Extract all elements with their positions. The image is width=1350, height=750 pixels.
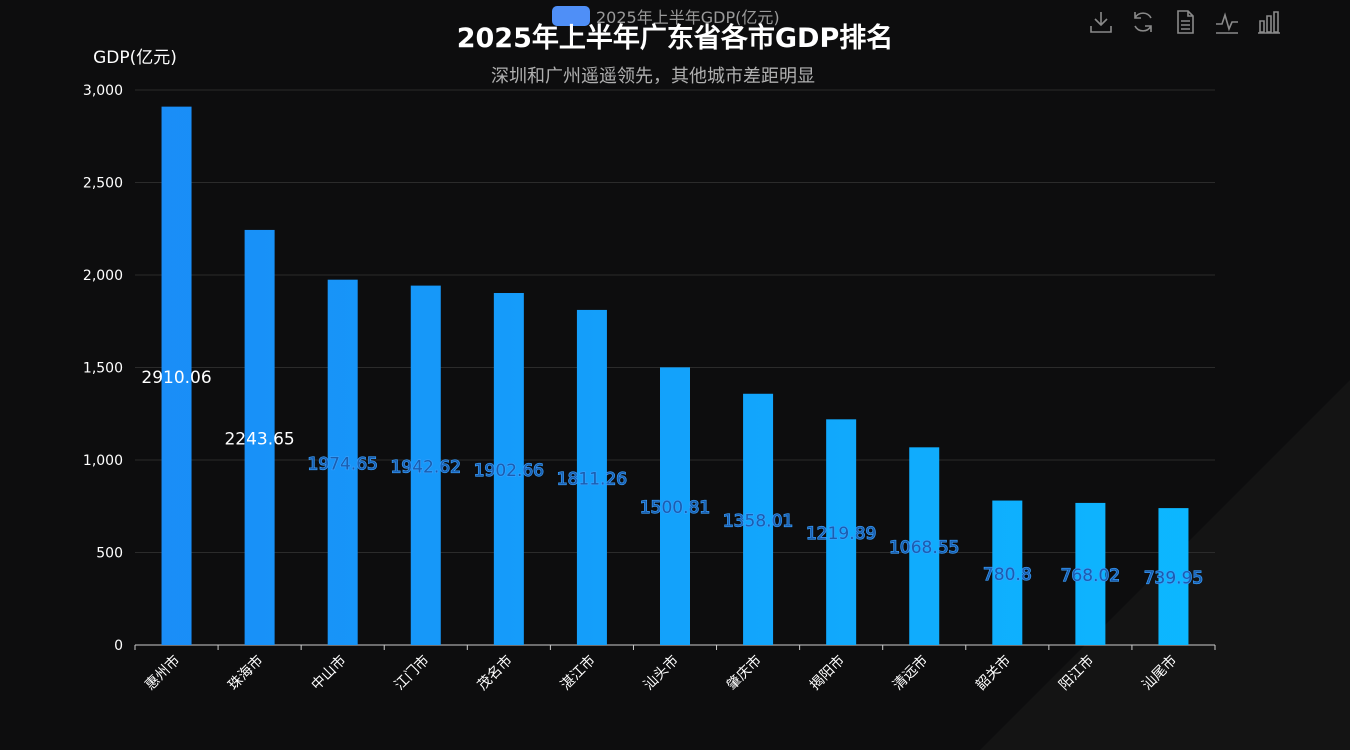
y-tick-label: 1,000: [83, 453, 123, 469]
x-tick-label: 中山市: [308, 652, 350, 694]
bar: [327, 279, 358, 645]
y-tick-label: 3,000: [83, 83, 123, 99]
chart-subtitle: 深圳和广州遥遥领先，其他城市差距明显: [491, 66, 815, 87]
data-label: 2910.06: [141, 368, 211, 388]
y-axis-label: GDP(亿元): [93, 48, 177, 68]
legend-label[interactable]: 2025年上半年GDP(亿元): [596, 8, 780, 27]
toolbox: [1088, 8, 1282, 36]
data-label: 2243.65: [224, 429, 294, 449]
bar: [826, 419, 857, 645]
bar-chart-button[interactable]: [1256, 8, 1282, 36]
line-chart-icon: [1216, 12, 1238, 34]
data-view-button[interactable]: [1172, 8, 1198, 36]
bar: [743, 393, 774, 645]
x-tick-label: 清远市: [889, 652, 931, 694]
bar: [660, 367, 690, 645]
bar-chart-icon: [1258, 11, 1280, 34]
data-label: 1902.66: [474, 461, 544, 481]
data-label: 1974.65: [308, 454, 378, 474]
refresh-button[interactable]: [1130, 8, 1156, 36]
bar: [410, 285, 441, 645]
chart-title: 2025年上半年广东省各市GDP排名: [456, 23, 894, 54]
x-tick-label: 韶关市: [972, 652, 1014, 694]
legend[interactable]: 2025年上半年GDP(亿元): [552, 6, 780, 27]
bar: [909, 447, 940, 645]
x-tick-label: 阳江市: [1055, 652, 1097, 694]
data-label: 780.8: [983, 565, 1032, 585]
data-label: 1942.62: [391, 457, 461, 477]
download-button[interactable]: [1088, 8, 1114, 36]
data-label: 1358.01: [723, 511, 793, 531]
bar: [244, 229, 275, 645]
x-tick-label: 江门市: [391, 652, 433, 694]
data-label: 1811.26: [557, 469, 627, 489]
bar: [992, 500, 1023, 645]
bar: [576, 309, 607, 645]
data-label: 1219.89: [806, 524, 876, 544]
legend-swatch[interactable]: [552, 6, 590, 26]
x-tick-label: 汕尾市: [1139, 652, 1181, 694]
x-tick-label: 惠州市: [142, 652, 184, 694]
bar: [1158, 508, 1189, 645]
download-icon: [1090, 12, 1112, 33]
y-tick-label: 2,000: [83, 268, 123, 284]
y-tick-label: 500: [96, 546, 123, 562]
bar: [493, 293, 524, 645]
y-tick-label: 0: [114, 638, 123, 654]
line-chart-button[interactable]: [1214, 8, 1240, 36]
x-tick-label: 汕头市: [640, 652, 682, 694]
bar: [161, 106, 192, 645]
refresh-icon: [1134, 12, 1152, 32]
data-label: 768.02: [1061, 566, 1120, 586]
y-tick-label: 1,500: [83, 361, 123, 377]
y-tick-label: 2,500: [83, 176, 123, 192]
bar: [1075, 502, 1106, 645]
data-view-icon: [1177, 10, 1194, 34]
x-tick-label: 茂名市: [474, 652, 516, 694]
x-tick-label: 湛江市: [557, 652, 599, 694]
x-tick-label: 揭阳市: [806, 652, 848, 694]
x-tick-label: 珠海市: [225, 652, 267, 694]
x-tick-label: 肇庆市: [723, 652, 765, 694]
data-label: 1500.81: [640, 498, 710, 518]
data-label: 1068.55: [889, 538, 959, 558]
data-label: 739.95: [1144, 569, 1203, 589]
